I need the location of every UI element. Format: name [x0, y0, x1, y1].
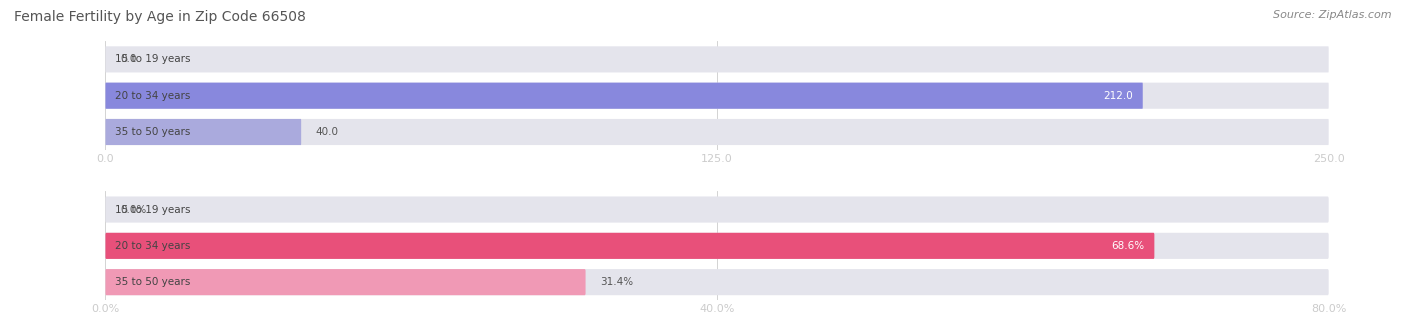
- Text: 40.0: 40.0: [316, 127, 339, 137]
- Text: 20 to 34 years: 20 to 34 years: [115, 91, 191, 101]
- Text: 0.0: 0.0: [120, 54, 136, 64]
- FancyBboxPatch shape: [105, 233, 1329, 259]
- FancyBboxPatch shape: [105, 196, 1329, 223]
- Text: 15 to 19 years: 15 to 19 years: [115, 205, 191, 214]
- FancyBboxPatch shape: [105, 119, 301, 145]
- Text: 20 to 34 years: 20 to 34 years: [115, 241, 191, 251]
- FancyBboxPatch shape: [105, 46, 1329, 73]
- FancyBboxPatch shape: [105, 82, 1143, 109]
- Text: 31.4%: 31.4%: [600, 277, 633, 287]
- FancyBboxPatch shape: [105, 82, 1329, 109]
- FancyBboxPatch shape: [105, 233, 1154, 259]
- Text: 68.6%: 68.6%: [1112, 241, 1144, 251]
- Text: 0.0%: 0.0%: [120, 205, 146, 214]
- FancyBboxPatch shape: [105, 269, 585, 295]
- Text: 35 to 50 years: 35 to 50 years: [115, 127, 191, 137]
- Text: 15 to 19 years: 15 to 19 years: [115, 54, 191, 64]
- Text: Female Fertility by Age in Zip Code 66508: Female Fertility by Age in Zip Code 6650…: [14, 10, 307, 24]
- Text: Source: ZipAtlas.com: Source: ZipAtlas.com: [1274, 10, 1392, 20]
- FancyBboxPatch shape: [105, 269, 1329, 295]
- Text: 35 to 50 years: 35 to 50 years: [115, 277, 191, 287]
- Text: 212.0: 212.0: [1104, 91, 1133, 101]
- FancyBboxPatch shape: [105, 119, 1329, 145]
